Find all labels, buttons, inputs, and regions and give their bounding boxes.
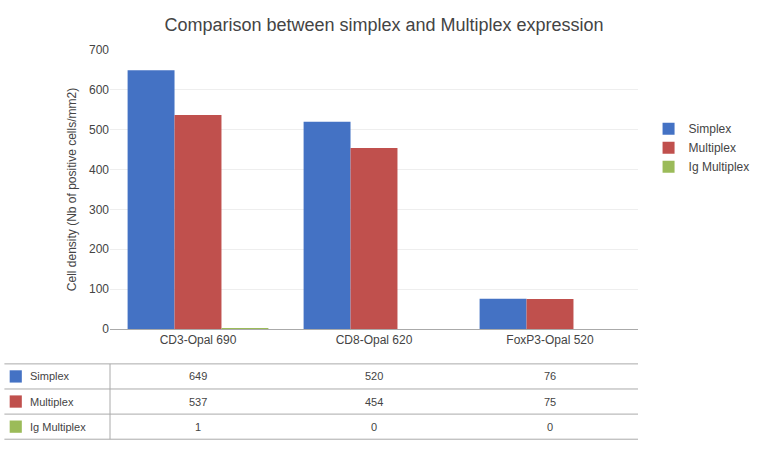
svg-text:Ig Multiplex: Ig Multiplex: [689, 160, 750, 174]
svg-text:Simplex: Simplex: [689, 122, 732, 136]
svg-text:75: 75: [544, 396, 556, 408]
svg-text:537: 537: [189, 396, 207, 408]
svg-text:Multiplex: Multiplex: [689, 141, 736, 155]
svg-text:200: 200: [89, 242, 109, 256]
svg-text:CD8-Opal 620: CD8-Opal 620: [336, 333, 413, 347]
svg-text:300: 300: [89, 203, 109, 217]
svg-text:0: 0: [102, 322, 109, 336]
svg-text:400: 400: [89, 163, 109, 177]
svg-text:520: 520: [365, 370, 383, 382]
svg-text:100: 100: [89, 282, 109, 296]
svg-text:1: 1: [195, 421, 201, 433]
svg-text:454: 454: [365, 396, 383, 408]
svg-text:700: 700: [89, 43, 109, 57]
svg-text:FoxP3-Opal 520: FoxP3-Opal 520: [506, 333, 594, 347]
svg-text:76: 76: [544, 370, 556, 382]
svg-text:649: 649: [189, 370, 207, 382]
svg-text:CD3-Opal 690: CD3-Opal 690: [160, 333, 237, 347]
svg-text:Simplex: Simplex: [30, 370, 70, 382]
svg-text:600: 600: [89, 83, 109, 97]
svg-text:0: 0: [547, 421, 553, 433]
svg-text:0: 0: [371, 421, 377, 433]
svg-text:Comparison between simplex and: Comparison between simplex and Multiplex…: [164, 15, 603, 35]
svg-text:500: 500: [89, 123, 109, 137]
svg-text:Multiplex: Multiplex: [30, 396, 74, 408]
svg-text:Cell density (Nb of positive c: Cell density (Nb of positive cells/mm2): [65, 88, 79, 291]
svg-text:Ig Multiplex: Ig Multiplex: [30, 421, 86, 433]
